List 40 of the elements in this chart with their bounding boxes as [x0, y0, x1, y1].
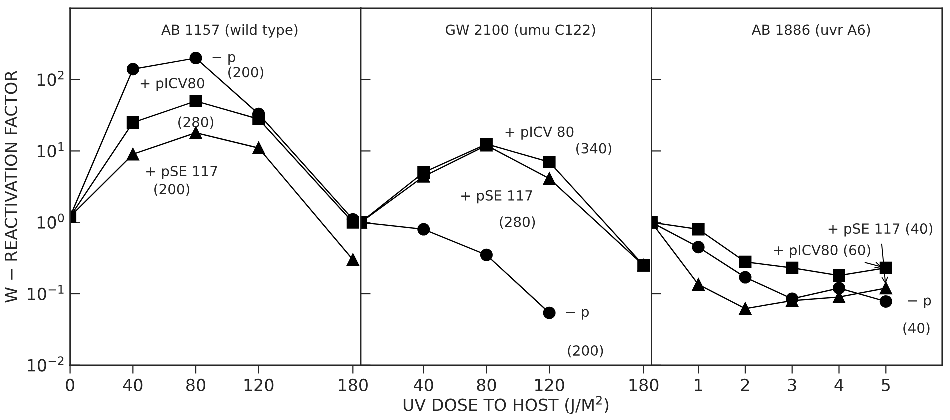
x-tick-label: 1	[695, 379, 702, 392]
annotation: + pICV80 (60)	[774, 244, 870, 258]
y-axis-title: W − REACTIVATION FACTOR	[4, 70, 18, 303]
x-tick-label: 180	[339, 378, 368, 392]
y-tick-label: 10$^{0}$	[38, 214, 64, 230]
x-tick-label: 180	[630, 378, 659, 392]
y-tick-label: 10$^{2}$	[38, 70, 64, 86]
x-tick-label: 80	[186, 378, 206, 392]
annotation: (340)	[576, 143, 612, 156]
text: AB 1886 (uvr A6)	[752, 24, 870, 37]
x-tick-label: 120	[244, 378, 274, 392]
x-tick-label: 120	[535, 378, 564, 392]
annotation: (280)	[178, 116, 214, 130]
annotation: + pSE 117	[146, 166, 218, 180]
annotation: (200)	[228, 66, 264, 80]
x-tick-label: 4	[834, 379, 844, 392]
y-tick-label: 10$^{−2}$	[28, 356, 64, 372]
x-tick-label: 2	[741, 378, 750, 392]
x-tick-label: 40	[414, 378, 434, 392]
x-tick-label: 0	[66, 378, 74, 392]
x-tick-label: 80	[477, 378, 496, 392]
x-tick-label: 3	[788, 378, 796, 392]
annotation: − p	[566, 309, 590, 320]
annotation: (280)	[500, 216, 536, 229]
annotation: + pSE 117	[462, 190, 532, 204]
x-axis-title: UV DOSE TO HOST (J/M$^{2}$)	[404, 396, 609, 414]
x-tick-label: 40	[123, 378, 143, 392]
x-tick-label: 5	[882, 379, 890, 392]
annotation: + pSE 117 (40)	[828, 223, 933, 237]
annotation: (200)	[154, 184, 190, 196]
annotation: (200)	[568, 345, 604, 358]
text: AB 1157 (wild type)	[162, 24, 298, 38]
annotation: + pICV 80	[506, 126, 574, 140]
text: GW 2100 (umu C122)	[446, 24, 596, 37]
annotation: + pICV80	[140, 78, 204, 92]
annotation: − p	[212, 54, 236, 66]
y-tick-label: 10$^{−1}$	[28, 285, 64, 300]
annotation: − p	[908, 298, 932, 308]
y-tick-label: 10$^{1}$	[38, 142, 64, 158]
annotation: (40)	[904, 322, 930, 336]
